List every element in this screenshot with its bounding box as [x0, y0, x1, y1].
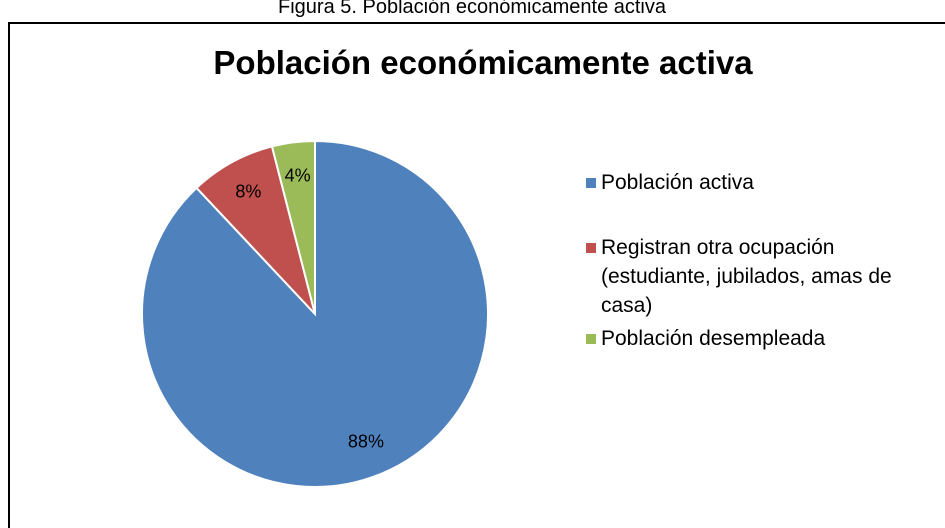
legend-item: Registran otra ocupación (estudiante, ju…: [584, 233, 924, 320]
legend-label: Registran otra ocupación (estudiante, ju…: [601, 236, 892, 317]
legend-item: Población desempleada: [584, 324, 924, 353]
legend-swatch: [586, 243, 596, 253]
figure-caption: Figura 5. Población económicamente activ…: [278, 0, 667, 18]
legend-swatch: [586, 334, 596, 344]
legend-swatch: [586, 178, 596, 188]
legend-label: Población activa: [601, 171, 754, 194]
pie-slice: [270, 139, 316, 315]
data-label: 4%: [285, 165, 311, 185]
data-label: 8%: [235, 181, 261, 201]
data-label: 88%: [348, 431, 384, 451]
chart-title: Población económicamente activa: [213, 44, 753, 81]
legend-label: Población desempleada: [601, 327, 826, 350]
legend: Población activa Registran otra ocupación…: [584, 168, 924, 353]
legend-item: Población activa: [584, 168, 924, 197]
